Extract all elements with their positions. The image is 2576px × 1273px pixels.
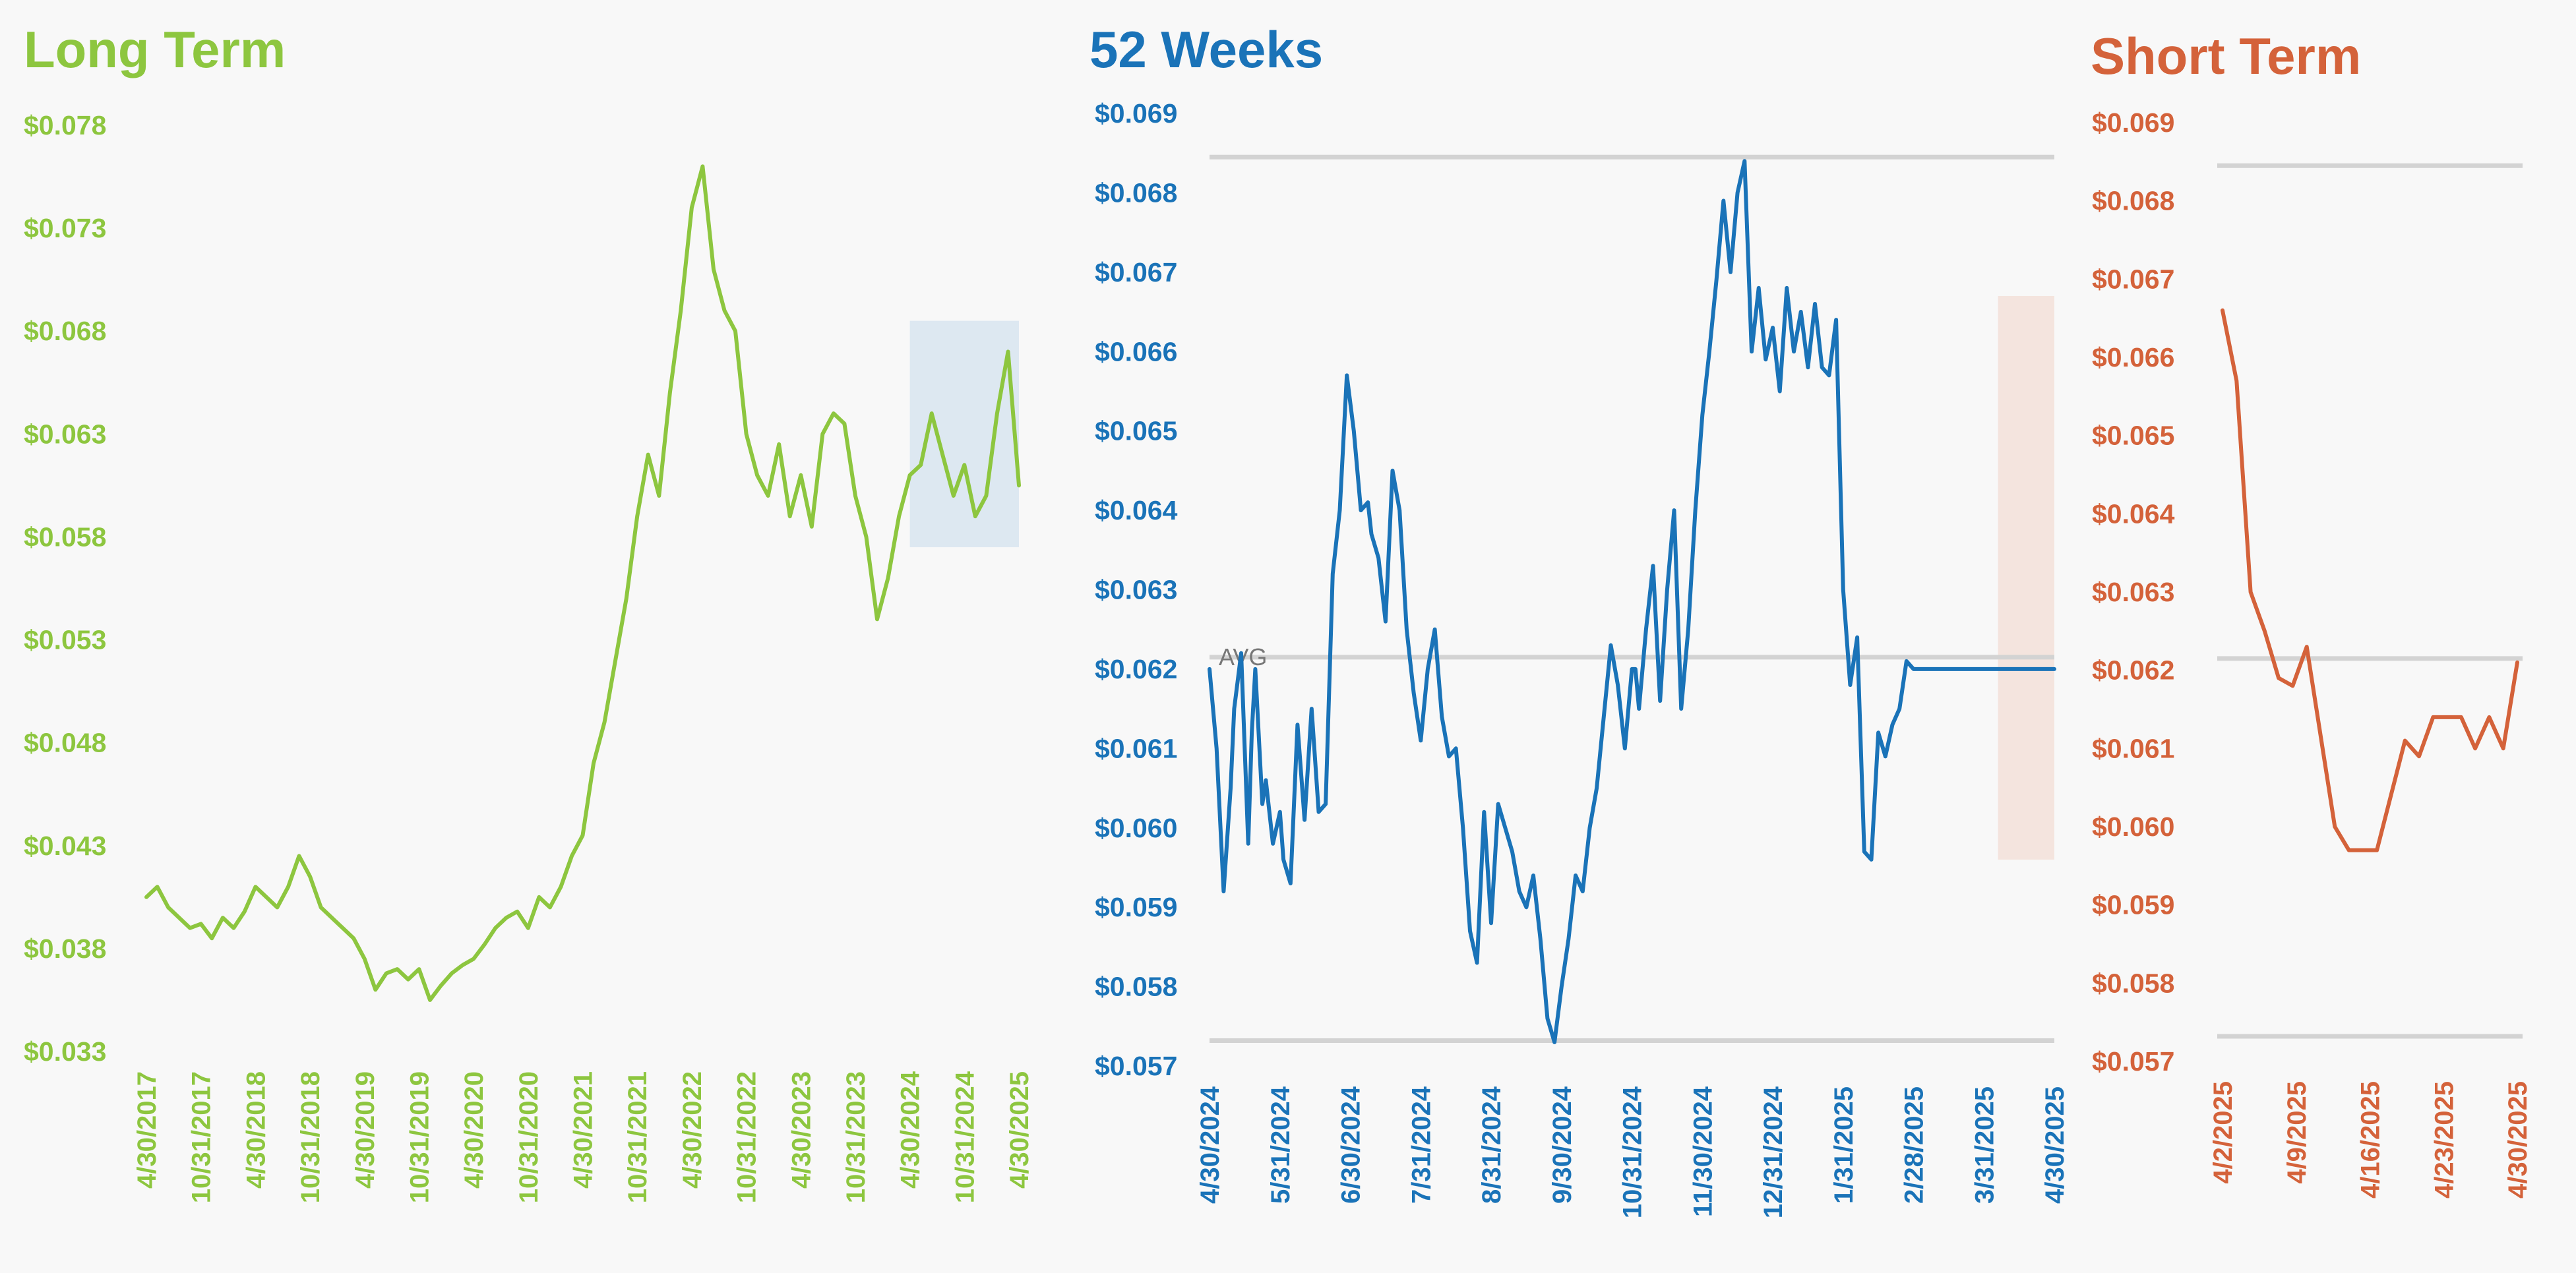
x-tick-label: 9/30/2024: [1548, 1086, 1577, 1204]
x-tick-label: 4/2/2025: [2209, 1081, 2238, 1184]
long-term-panel: Long Term $0.078 $0.073 $0.068 $0.063 $0.058…: [0, 0, 1042, 1273]
y-tick-label: $0.069: [1095, 98, 1177, 129]
y-tick-label: $0.066: [1095, 336, 1177, 367]
x-tick-label: 4/23/2025: [2430, 1081, 2459, 1199]
y-tick-label: $0.058: [24, 521, 106, 552]
x-tick-label: 4/30/2024: [896, 1071, 925, 1189]
y-tick-label: $0.064: [2092, 498, 2175, 529]
x-tick-label: 2/28/2025: [1900, 1086, 1929, 1204]
x-tick-label: 4/30/2025: [2040, 1086, 2070, 1204]
short-term-chart: $0.069 $0.068 $0.067 $0.066 $0.065 $0.064 $0.0…: [2092, 107, 2532, 1199]
x-tick-label: 4/9/2025: [2283, 1081, 2312, 1184]
x-tick-label: 11/30/2024: [1688, 1086, 1717, 1217]
y-tick-label: $0.053: [24, 625, 106, 655]
x-tick-label: 7/31/2024: [1407, 1086, 1436, 1204]
x-tick-label: 4/30/2024: [1196, 1086, 1225, 1204]
x-tick-label: 4/30/2021: [569, 1071, 598, 1189]
short-term-panel: Short Term $0.069 $0.068 $0.067 $0.066 $0.06…: [2071, 0, 2576, 1273]
series-line: [144, 164, 1021, 1002]
x-tick-label: 4/30/2022: [678, 1071, 707, 1189]
x-tick-label: 4/30/2025: [2503, 1081, 2532, 1199]
x-tick-label: 10/31/2024: [1618, 1086, 1647, 1218]
x-tick-label: 10/31/2019: [405, 1071, 434, 1203]
y-tick-label: $0.065: [1095, 416, 1177, 446]
chart-title: Long Term: [24, 20, 286, 78]
52-weeks-panel: 52 Weeks AVG $0.069 $0.068 $0.067 $0.066 $0.0…: [1042, 0, 2071, 1273]
chart-title: 52 Weeks: [1089, 20, 1324, 78]
y-tick-label: $0.057: [1095, 1051, 1177, 1081]
y-tick-label: $0.057: [2092, 1046, 2174, 1077]
x-tick-label: 4/30/2018: [241, 1071, 270, 1189]
x-tick-label: 4/16/2025: [2356, 1081, 2385, 1199]
y-tick-label: $0.073: [24, 213, 106, 243]
y-tick-label: $0.038: [24, 933, 106, 964]
y-tick-label: $0.078: [24, 110, 106, 140]
y-tick-label: $0.065: [2092, 421, 2174, 451]
y-tick-label: $0.059: [2092, 890, 2174, 920]
x-tick-label: 10/31/2018: [296, 1071, 325, 1203]
y-tick-label: $0.060: [1095, 813, 1177, 843]
x-tick-label: 10/31/2022: [733, 1071, 762, 1203]
y-tick-label: $0.061: [2092, 733, 2174, 763]
x-tick-label: 6/30/2024: [1337, 1086, 1366, 1204]
y-tick-label: $0.068: [24, 316, 106, 346]
x-tick-label: 4/30/2019: [351, 1071, 380, 1189]
y-tick-label: $0.048: [24, 728, 106, 758]
y-tick-label: $0.033: [24, 1036, 106, 1067]
y-tick-label: $0.062: [1095, 654, 1177, 684]
y-tick-label: $0.063: [1095, 575, 1177, 605]
x-tick-label: 10/31/2020: [514, 1071, 543, 1203]
x-tick-label: 10/31/2024: [950, 1071, 979, 1203]
y-tick-label: $0.068: [1095, 177, 1177, 208]
y-tick-label: $0.067: [1095, 257, 1177, 287]
x-tick-label: 10/31/2023: [842, 1071, 871, 1203]
x-tick-label: 8/31/2024: [1477, 1086, 1506, 1204]
y-tick-label: $0.069: [2092, 107, 2174, 138]
x-tick-label: 4/30/2023: [787, 1071, 816, 1189]
x-tick-label: 4/30/2017: [133, 1071, 162, 1189]
y-tick-label: $0.068: [2092, 186, 2174, 216]
y-tick-label: $0.066: [2092, 342, 2174, 372]
highlight-region: [1998, 295, 2054, 860]
series-line: [1208, 159, 2056, 1044]
y-tick-label: $0.058: [1095, 972, 1177, 1002]
y-tick-label: $0.059: [1095, 892, 1177, 922]
x-tick-label: 10/31/2021: [623, 1071, 652, 1203]
long-term-chart: $0.078 $0.073 $0.068 $0.063 $0.058 $0.053 $0.0…: [24, 110, 1034, 1203]
x-tick-label: 4/30/2025: [1005, 1071, 1034, 1189]
series-line: [2221, 308, 2519, 852]
x-tick-label: 10/31/2017: [187, 1071, 216, 1203]
y-tick-label: $0.043: [24, 831, 106, 861]
x-tick-label: 1/31/2025: [1829, 1086, 1858, 1204]
x-tick-label: 4/30/2020: [460, 1071, 489, 1189]
chart-title: Short Term: [2091, 27, 2362, 85]
y-tick-label: $0.061: [1095, 733, 1177, 763]
y-tick-label: $0.064: [1095, 495, 1178, 525]
y-tick-label: $0.058: [2092, 968, 2174, 998]
y-tick-label: $0.063: [24, 419, 106, 449]
y-tick-label: $0.063: [2092, 577, 2174, 607]
y-tick-label: $0.060: [2092, 812, 2174, 842]
y-tick-label: $0.062: [2092, 655, 2174, 686]
x-tick-label: 3/31/2025: [1970, 1086, 1999, 1204]
x-tick-label: 12/31/2024: [1759, 1086, 1788, 1218]
52-weeks-chart: AVG$0.069$0.068$0.067$0.066$0.065$0.064$…: [1095, 98, 2070, 1218]
y-tick-label: $0.067: [2092, 264, 2174, 294]
x-tick-label: 5/31/2024: [1266, 1086, 1295, 1204]
